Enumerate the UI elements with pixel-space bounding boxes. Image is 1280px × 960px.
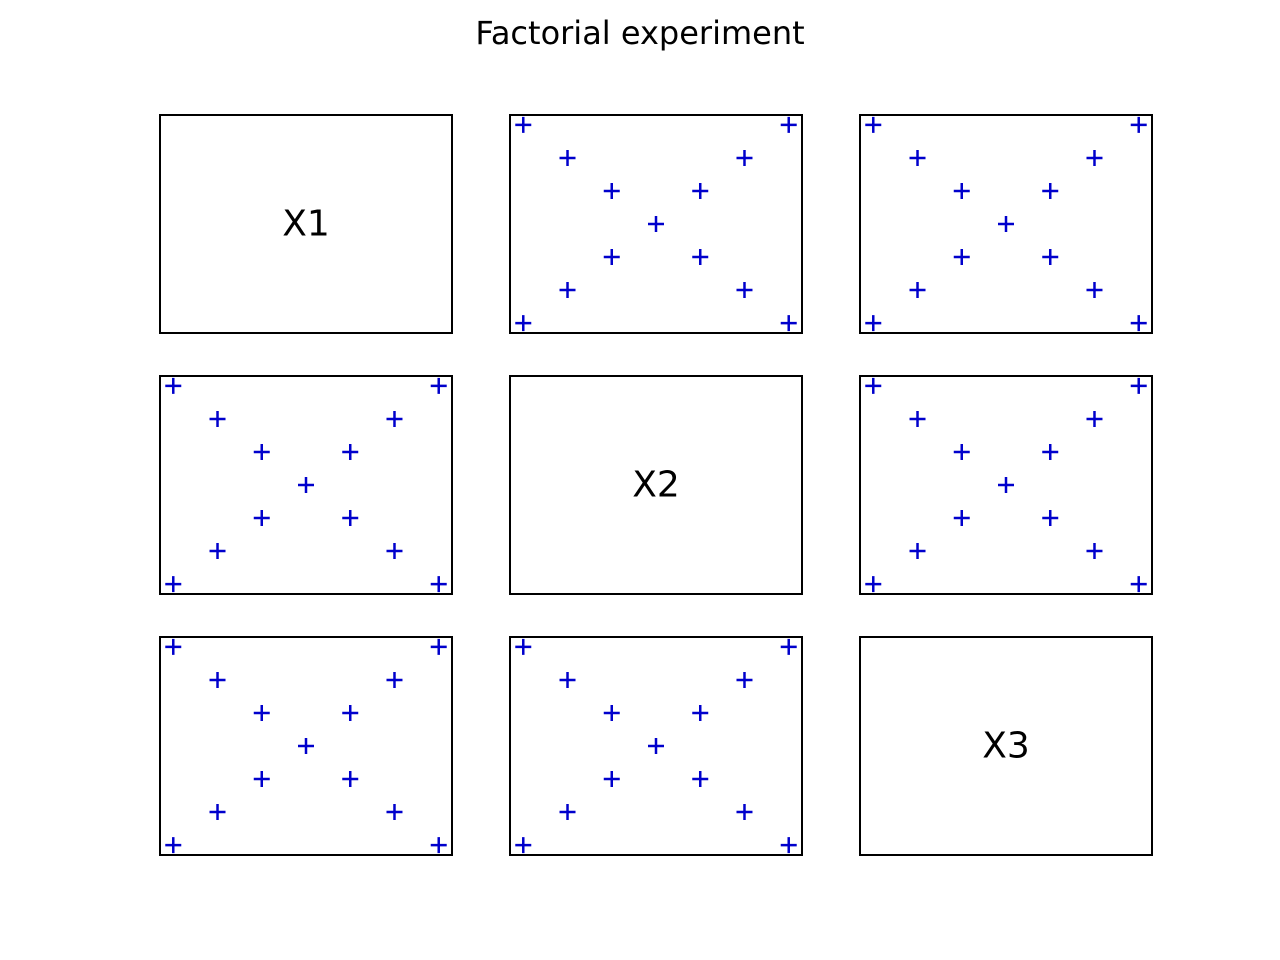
data-point [736,671,753,688]
data-point [1086,410,1103,427]
panel-r2-c3 [859,375,1153,595]
data-point [1042,510,1059,527]
panel-r3-c2 [509,636,803,856]
data-point [342,443,359,460]
data-point [603,771,620,788]
data-point [559,671,576,688]
data-point [342,704,359,721]
data-point [386,804,403,821]
data-point [648,216,664,232]
data-point [209,410,226,427]
data-point [648,738,664,754]
variable-label: X3 [982,726,1030,767]
data-point [603,704,620,721]
data-point [953,443,970,460]
variable-label: X1 [282,204,330,245]
data-point [430,837,447,854]
data-point [780,837,797,854]
data-point [559,149,576,166]
data-point [692,704,709,721]
data-point [165,576,182,593]
data-point [515,315,532,332]
data-point [386,671,403,688]
data-point [386,410,403,427]
data-point [998,216,1014,232]
data-point [253,771,270,788]
data-point [692,249,709,266]
data-point [603,182,620,199]
data-point [1086,149,1103,166]
panel-frame [859,636,1153,856]
panel-r2-c1 [159,375,453,595]
data-point [736,149,753,166]
data-point [515,837,532,854]
data-point [953,249,970,266]
chart-title: Factorial experiment [475,14,805,52]
panel-r1-c1: X1 [159,114,453,334]
variable-label: X2 [632,465,680,506]
data-point [430,638,447,655]
data-point [736,804,753,821]
data-point [253,510,270,527]
data-point [209,543,226,560]
data-point [953,510,970,527]
data-point [253,704,270,721]
data-point [1086,543,1103,560]
panel-r3-c1 [159,636,453,856]
data-point [909,410,926,427]
data-point [865,116,882,133]
panel-frame [509,375,803,595]
data-point [253,443,270,460]
data-point [909,543,926,560]
panel-frame [159,114,453,334]
data-point [692,182,709,199]
data-point [430,576,447,593]
data-point [865,576,882,593]
data-point [1130,377,1147,394]
data-point [736,282,753,299]
data-point [165,377,182,394]
data-point [1086,282,1103,299]
data-point [780,315,797,332]
data-point [780,638,797,655]
data-point [386,543,403,560]
data-point [1042,249,1059,266]
data-point [515,638,532,655]
data-point [342,771,359,788]
data-point [865,377,882,394]
panel-r1-c2 [509,114,803,334]
data-point [909,282,926,299]
data-point [603,249,620,266]
data-point [165,638,182,655]
data-point [559,804,576,821]
data-point [209,804,226,821]
data-point [1042,443,1059,460]
data-point [298,477,314,493]
panel-r3-c3: X3 [859,636,1153,856]
data-point [209,671,226,688]
data-point [165,837,182,854]
data-point [559,282,576,299]
data-point [780,116,797,133]
data-point [909,149,926,166]
data-point [865,315,882,332]
data-point [1042,182,1059,199]
data-point [1130,576,1147,593]
data-point [692,771,709,788]
data-point [298,738,314,754]
data-point [342,510,359,527]
panel-r2-c2: X2 [509,375,803,595]
data-point [1130,315,1147,332]
panel-r1-c3 [859,114,1153,334]
data-point [998,477,1014,493]
data-point [953,182,970,199]
data-point [430,377,447,394]
data-point [515,116,532,133]
data-point [1130,116,1147,133]
